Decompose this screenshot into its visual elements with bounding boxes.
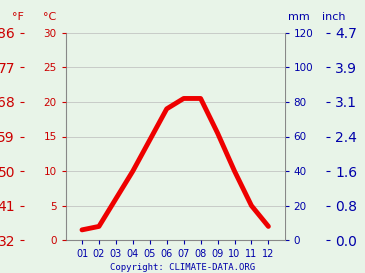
Bar <box>127 123 139 240</box>
Text: mm: mm <box>288 12 310 22</box>
Bar <box>143 67 156 240</box>
Bar <box>245 79 258 240</box>
Bar <box>76 85 88 240</box>
Bar <box>194 104 207 240</box>
Bar <box>110 88 122 240</box>
Text: °F: °F <box>12 12 24 22</box>
Bar <box>228 93 241 240</box>
Bar <box>93 99 105 240</box>
Text: °C: °C <box>43 12 56 22</box>
Bar <box>262 50 275 240</box>
Bar <box>211 102 224 240</box>
Bar <box>177 97 190 240</box>
Text: inch: inch <box>322 12 346 22</box>
Text: Copyright: CLIMATE-DATA.ORG: Copyright: CLIMATE-DATA.ORG <box>110 263 255 272</box>
Bar <box>160 97 173 240</box>
